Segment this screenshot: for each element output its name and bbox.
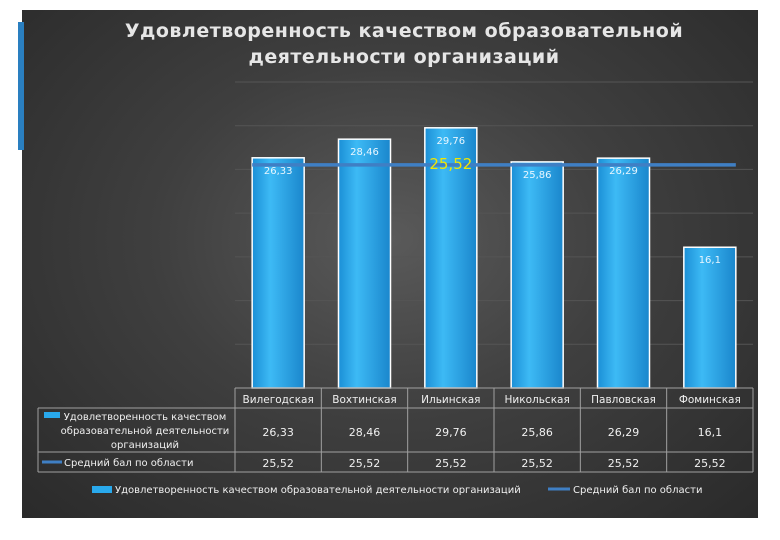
- chart-title-line-2: деятельности организаций: [248, 46, 560, 68]
- table-series-2-value: 25,52: [521, 457, 553, 470]
- left-accent-bar: [18, 22, 24, 150]
- table-series-1-value: 29,76: [435, 426, 467, 439]
- bar-2: [424, 127, 478, 389]
- table-series-1-name-line: образовательной деятельности: [61, 426, 230, 437]
- bars: 26,33 28,46 29,76 25,86 26,29 16,1: [251, 127, 737, 389]
- bar-0: [251, 157, 305, 389]
- data-table: Вилегодская Вохтинская Ильинская Никольская…: [37, 387, 754, 473]
- bar-value-label: 16,1: [699, 255, 721, 266]
- table-series-2-name: Средний бал по области: [64, 458, 193, 469]
- category-label: Павловская: [591, 394, 656, 406]
- legend-key-bars: [92, 486, 112, 493]
- table-series-1-value: 25,86: [521, 426, 553, 439]
- table-series-2-value: 25,52: [349, 457, 381, 470]
- table-series-1-key: [44, 412, 60, 418]
- category-label: Ильинская: [421, 394, 480, 406]
- table-series-1-value: 26,33: [262, 426, 294, 439]
- table-series-1-value: 28,46: [349, 426, 381, 439]
- category-label: Вилегодская: [243, 394, 314, 406]
- chart-title-line-1: Удовлетворенность качеством образователь…: [124, 20, 684, 42]
- bar-value-label: 25,86: [523, 170, 552, 181]
- bar-1: [337, 138, 392, 389]
- bar-value-label: 29,76: [437, 136, 466, 147]
- category-label: Никольская: [505, 394, 570, 406]
- bar-value-label: 26,29: [609, 166, 638, 177]
- category-label: Фоминская: [679, 394, 741, 406]
- bar-4: [596, 157, 651, 389]
- legend-label-bars: Удовлетворенность качеством образователь…: [115, 485, 521, 496]
- gridlines: [235, 81, 753, 389]
- table-series-1-name-line: организаций: [111, 440, 179, 451]
- bar-3: [510, 161, 564, 389]
- average-line-group: 25,52: [252, 155, 736, 173]
- table-series-2-value: 25,52: [608, 457, 640, 470]
- table-series-1-value: 26,29: [608, 426, 640, 439]
- category-label: Вохтинская: [332, 394, 397, 406]
- table-series-1-value: 16,1: [698, 426, 723, 439]
- table-series-2-value: 25,52: [694, 457, 726, 470]
- bar-5: [683, 246, 737, 389]
- bottom-legend: Удовлетворенность качеством образователь…: [92, 485, 702, 496]
- table-series-2-value: 25,52: [435, 457, 467, 470]
- table-series-1-name-line: Удовлетворенность качеством: [64, 412, 227, 423]
- bar-value-label: 28,46: [350, 147, 379, 158]
- bar-value-label: 26,33: [264, 166, 293, 177]
- table-series-2-value: 25,52: [262, 457, 294, 470]
- average-value-label: 25,52: [429, 155, 472, 173]
- legend-label-line: Средний бал по области: [573, 485, 702, 496]
